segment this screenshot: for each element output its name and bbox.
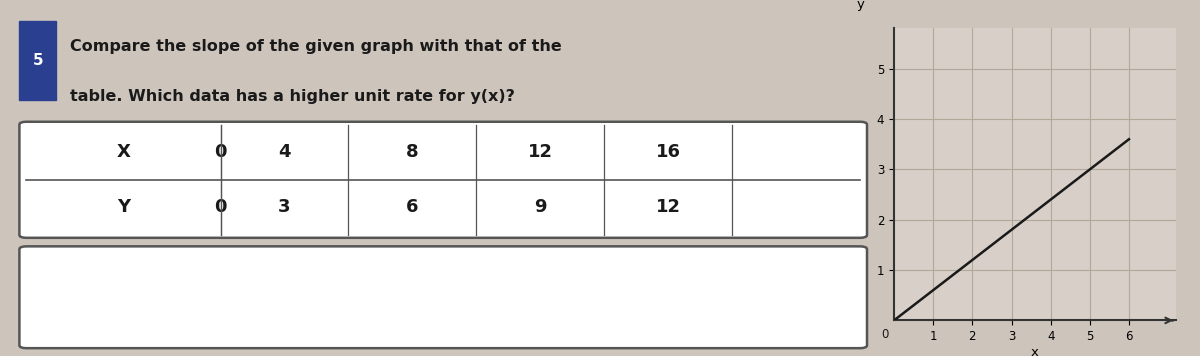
- Y-axis label: y: y: [857, 0, 864, 11]
- Text: 0: 0: [215, 143, 227, 161]
- Text: Y: Y: [116, 198, 130, 216]
- FancyBboxPatch shape: [19, 21, 56, 100]
- Text: 12: 12: [655, 198, 680, 216]
- FancyBboxPatch shape: [19, 122, 868, 238]
- Text: 0: 0: [215, 198, 227, 216]
- FancyBboxPatch shape: [19, 246, 868, 348]
- Text: table. Which data has a higher unit rate for y(x)?: table. Which data has a higher unit rate…: [70, 89, 515, 104]
- X-axis label: x: x: [1031, 346, 1039, 356]
- Text: 5: 5: [32, 53, 43, 68]
- Text: 16: 16: [655, 143, 680, 161]
- Text: 0: 0: [882, 328, 889, 341]
- Text: 8: 8: [406, 143, 419, 161]
- Text: 9: 9: [534, 198, 546, 216]
- Text: 6: 6: [406, 198, 419, 216]
- Text: Compare the slope of the given graph with that of the: Compare the slope of the given graph wit…: [70, 39, 562, 54]
- Text: 4: 4: [278, 143, 290, 161]
- Text: 3: 3: [278, 198, 290, 216]
- Text: X: X: [116, 143, 131, 161]
- Text: 12: 12: [528, 143, 553, 161]
